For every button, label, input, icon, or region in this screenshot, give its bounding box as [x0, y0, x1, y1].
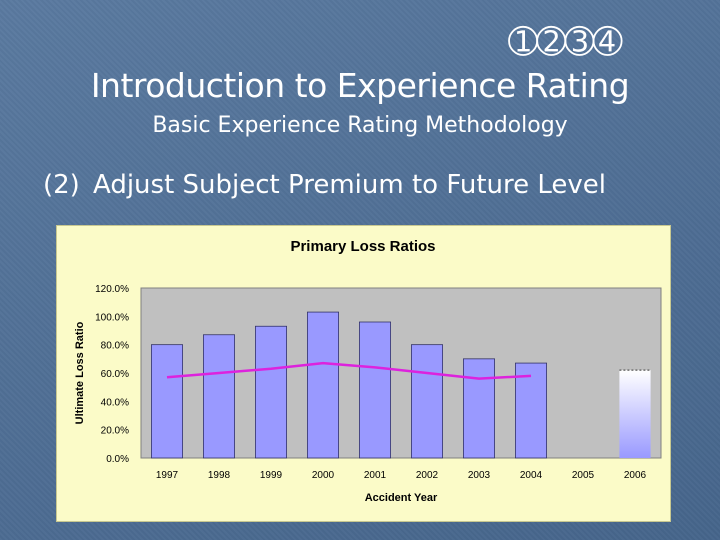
x-tick-label: 2006 — [624, 470, 647, 481]
bar — [514, 362, 547, 459]
x-tick-label: 2005 — [572, 470, 595, 481]
trend-line — [166, 361, 532, 380]
chart-panel: Primary Loss Ratios 0.0% 20.0% 40.0% 60.0% 8… — [56, 225, 671, 522]
x-tick-label: 2004 — [520, 470, 543, 481]
x-tick-label: 2002 — [416, 470, 439, 481]
y-tick-label: 100.0% — [95, 312, 129, 323]
bar — [202, 334, 235, 459]
bullet-number: (2) — [43, 170, 80, 200]
slide-title: Introduction to Experience Rating — [90, 66, 630, 105]
slide-ornament-icon: ➀➁➂➃ — [508, 22, 623, 63]
x-tick-label: 2001 — [364, 470, 387, 481]
y-tick-label: 80.0% — [101, 341, 129, 352]
y-tick-label: 40.0% — [101, 397, 129, 408]
x-tick-label: 2000 — [312, 470, 335, 481]
chart-title: Primary Loss Ratios — [290, 238, 435, 255]
y-tick-label: 0.0% — [106, 454, 129, 465]
bullet-point: (2) Adjust Subject Premium to Future Leve… — [43, 168, 683, 202]
x-tick-label: 1999 — [260, 470, 283, 481]
bullet-text: Adjust Subject Premium to Future Level — [93, 170, 607, 200]
x-tick-label: 1998 — [208, 470, 231, 481]
x-tick-label: 2003 — [468, 470, 491, 481]
x-tick-label: 1997 — [156, 470, 179, 481]
projected-bar — [619, 370, 651, 458]
bar — [151, 344, 184, 459]
bar — [358, 321, 391, 459]
bar — [306, 311, 339, 459]
y-axis-label: Ultimate Loss Ratio — [74, 321, 86, 424]
y-tick-label: 120.0% — [95, 284, 129, 295]
slide-subtitle: Basic Experience Rating Methodology — [152, 113, 568, 138]
loss-ratio-chart: Primary Loss Ratios 0.0% 20.0% 40.0% 60.0% 8… — [74, 238, 662, 504]
bar — [462, 358, 495, 459]
y-tick-label: 60.0% — [101, 369, 129, 380]
bar — [410, 344, 443, 459]
x-axis-label: Accident Year — [365, 492, 438, 504]
y-tick-label: 20.0% — [101, 426, 129, 437]
bar — [254, 325, 287, 459]
